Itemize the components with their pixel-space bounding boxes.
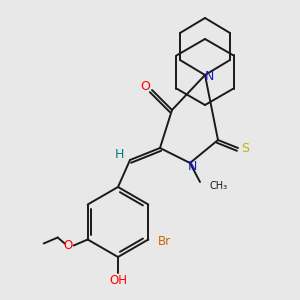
Text: O: O (140, 80, 150, 92)
Text: N: N (187, 160, 197, 173)
Text: N: N (204, 70, 214, 83)
Text: H: H (114, 148, 124, 161)
Text: O: O (63, 239, 72, 252)
Text: CH₃: CH₃ (210, 181, 228, 191)
Text: Br: Br (158, 235, 171, 248)
Text: S: S (241, 142, 249, 154)
Text: OH: OH (109, 274, 127, 287)
